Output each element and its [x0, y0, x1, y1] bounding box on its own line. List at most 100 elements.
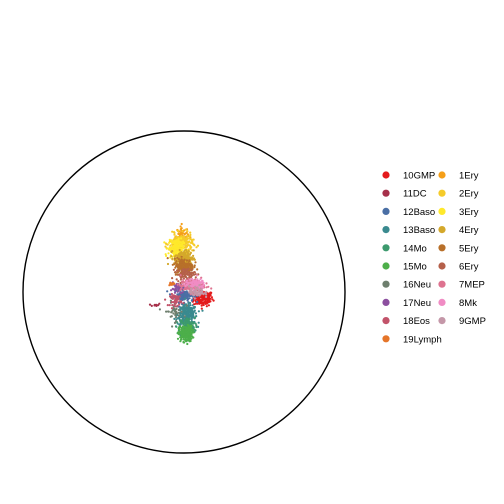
data-point [170, 301, 173, 304]
data-point [187, 262, 190, 265]
data-point [209, 291, 212, 294]
data-point [198, 284, 201, 287]
data-point [181, 285, 184, 288]
data-point [171, 277, 174, 280]
data-point [177, 258, 180, 261]
data-point [180, 222, 183, 226]
data-point [178, 248, 181, 252]
data-point [187, 273, 190, 276]
data-point [173, 257, 176, 260]
data-point [178, 260, 181, 263]
data-point [181, 275, 184, 278]
data-point [185, 281, 188, 284]
data-point [171, 230, 174, 233]
data-point [175, 298, 178, 301]
data-point [183, 238, 186, 241]
data-point [197, 302, 200, 305]
data-point [188, 235, 191, 238]
data-point [189, 263, 192, 266]
data-point [205, 282, 208, 285]
data-point [188, 285, 191, 288]
legend-item-6Ery: 6Ery [438, 262, 479, 273]
data-point [175, 278, 178, 281]
data-point [185, 283, 188, 286]
data-point [180, 297, 183, 300]
data-point [188, 253, 192, 256]
data-point [185, 304, 189, 307]
data-point [194, 288, 197, 291]
data-point [183, 312, 186, 315]
data-point [180, 315, 183, 318]
data-point [189, 301, 192, 305]
data-point [194, 291, 197, 294]
legend-label: 7MEP [459, 280, 485, 291]
data-point [203, 296, 206, 299]
data-point [197, 281, 200, 284]
legend-swatch [382, 244, 390, 252]
data-point [189, 241, 193, 244]
data-point [196, 287, 199, 290]
data-point [189, 313, 192, 316]
data-point [174, 312, 177, 315]
data-point [172, 268, 175, 271]
data-point [178, 303, 181, 306]
data-point [193, 264, 196, 267]
data-point [185, 279, 189, 282]
data-point [178, 243, 181, 246]
data-point [186, 234, 189, 237]
legend-swatch [438, 298, 446, 306]
data-point [187, 264, 190, 267]
data-point [186, 308, 189, 311]
data-point [164, 253, 167, 256]
data-point [183, 252, 186, 255]
data-point [192, 288, 195, 291]
data-point [179, 289, 182, 292]
data-point [167, 252, 170, 255]
legend-label: 1Ery [459, 171, 479, 182]
legend-item-18Eos: 18Eos [382, 316, 430, 327]
data-point [207, 304, 210, 307]
data-point [196, 244, 200, 247]
data-point [186, 230, 189, 233]
data-point [202, 293, 205, 296]
legend-label: 17Neu [403, 298, 431, 309]
data-point [190, 246, 193, 249]
data-point [185, 264, 188, 267]
legend-label: 12Baso [403, 207, 435, 218]
data-point [190, 337, 193, 340]
data-point [177, 311, 180, 314]
data-point [191, 285, 194, 288]
data-point [167, 310, 170, 313]
data-point [169, 296, 172, 299]
data-point [164, 242, 167, 245]
data-point [192, 321, 195, 324]
data-point [185, 331, 188, 334]
data-point [174, 305, 177, 308]
legend-label: 2Ery [459, 189, 479, 200]
data-point [192, 307, 195, 310]
data-point [178, 328, 181, 331]
data-point [181, 242, 184, 245]
data-point [189, 231, 192, 234]
data-point [150, 304, 153, 307]
legend-label: 10GMP [403, 171, 435, 182]
data-point [174, 266, 177, 269]
data-point [168, 247, 171, 250]
data-point [207, 285, 210, 288]
data-point [175, 260, 178, 263]
legend-swatch [382, 280, 390, 288]
data-point [174, 287, 177, 290]
data-point [175, 263, 179, 266]
data-point [189, 304, 192, 307]
data-point [181, 322, 184, 325]
data-point [185, 268, 188, 271]
data-point [182, 331, 185, 334]
legend-item-17Neu: 17Neu [382, 298, 431, 309]
data-point [194, 322, 197, 325]
data-point [192, 328, 195, 332]
data-point [188, 291, 191, 294]
data-point [197, 325, 200, 328]
data-point [193, 271, 196, 274]
data-point [181, 333, 184, 336]
data-point [199, 278, 202, 281]
